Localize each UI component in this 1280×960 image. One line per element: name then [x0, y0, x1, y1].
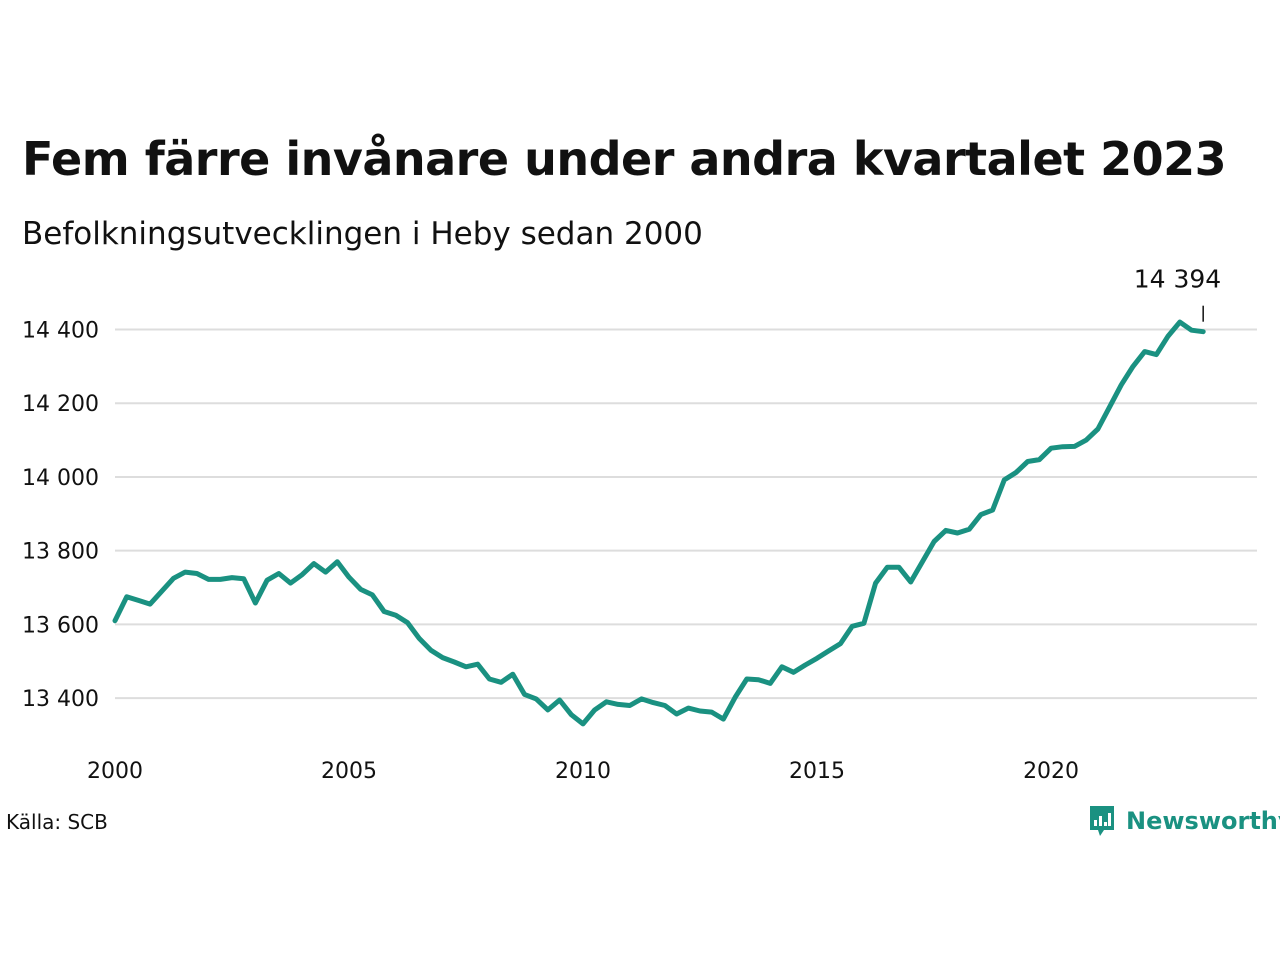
y-tick-label: 14 000: [22, 466, 99, 491]
y-tick-label: 13 400: [22, 687, 99, 712]
y-tick-label: 14 400: [22, 318, 99, 343]
last-value-label: 14 394: [1134, 265, 1221, 294]
source-note: Källa: SCB: [6, 810, 108, 834]
y-tick-label: 14 200: [22, 392, 99, 417]
population-line: [112, 319, 1206, 727]
x-tick-label: 2010: [555, 759, 611, 784]
x-tick-label: 2020: [1023, 759, 1079, 784]
y-tick-label: 13 600: [22, 613, 99, 638]
chart-title: Fem färre invånare under andra kvartalet…: [22, 132, 1227, 186]
newsworthy-logo-icon: [1090, 806, 1114, 836]
brand-name: Newsworthy: [1126, 807, 1280, 835]
y-tick-label: 13 800: [22, 540, 99, 565]
chart-subtitle: Befolkningsutvecklingen i Heby sedan 200…: [22, 216, 703, 252]
x-tick-label: 2005: [321, 759, 377, 784]
x-tick-label: 2015: [789, 759, 845, 784]
x-tick-label: 2000: [87, 759, 143, 784]
brand[interactable]: Newsworthy: [1088, 804, 1280, 838]
